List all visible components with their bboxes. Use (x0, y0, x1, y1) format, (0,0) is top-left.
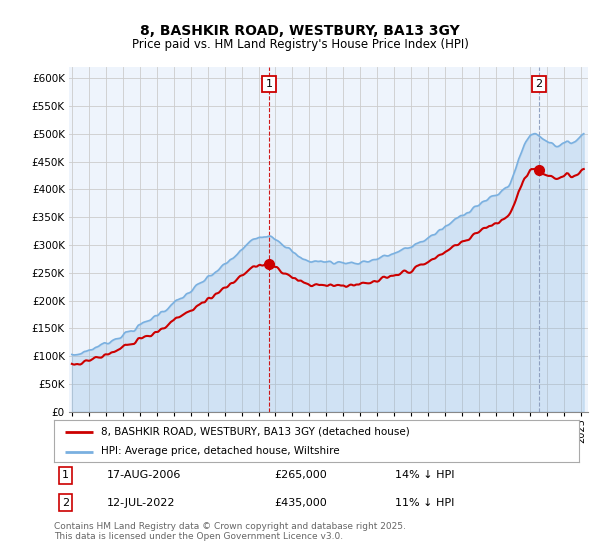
Text: 2: 2 (62, 497, 69, 507)
Text: Price paid vs. HM Land Registry's House Price Index (HPI): Price paid vs. HM Land Registry's House … (131, 38, 469, 50)
Text: 8, BASHKIR ROAD, WESTBURY, BA13 3GY (detached house): 8, BASHKIR ROAD, WESTBURY, BA13 3GY (det… (101, 427, 410, 437)
Text: 11% ↓ HPI: 11% ↓ HPI (395, 497, 455, 507)
Text: 12-JUL-2022: 12-JUL-2022 (107, 497, 175, 507)
Text: 17-AUG-2006: 17-AUG-2006 (107, 470, 181, 480)
Text: £435,000: £435,000 (275, 497, 327, 507)
Text: £265,000: £265,000 (275, 470, 327, 480)
Text: 2: 2 (535, 79, 542, 89)
Text: 8, BASHKIR ROAD, WESTBURY, BA13 3GY: 8, BASHKIR ROAD, WESTBURY, BA13 3GY (140, 24, 460, 38)
Text: 1: 1 (62, 470, 69, 480)
Text: HPI: Average price, detached house, Wiltshire: HPI: Average price, detached house, Wilt… (101, 446, 340, 456)
Text: Contains HM Land Registry data © Crown copyright and database right 2025.
This d: Contains HM Land Registry data © Crown c… (54, 522, 406, 542)
Text: 14% ↓ HPI: 14% ↓ HPI (395, 470, 455, 480)
Text: 1: 1 (266, 79, 272, 89)
